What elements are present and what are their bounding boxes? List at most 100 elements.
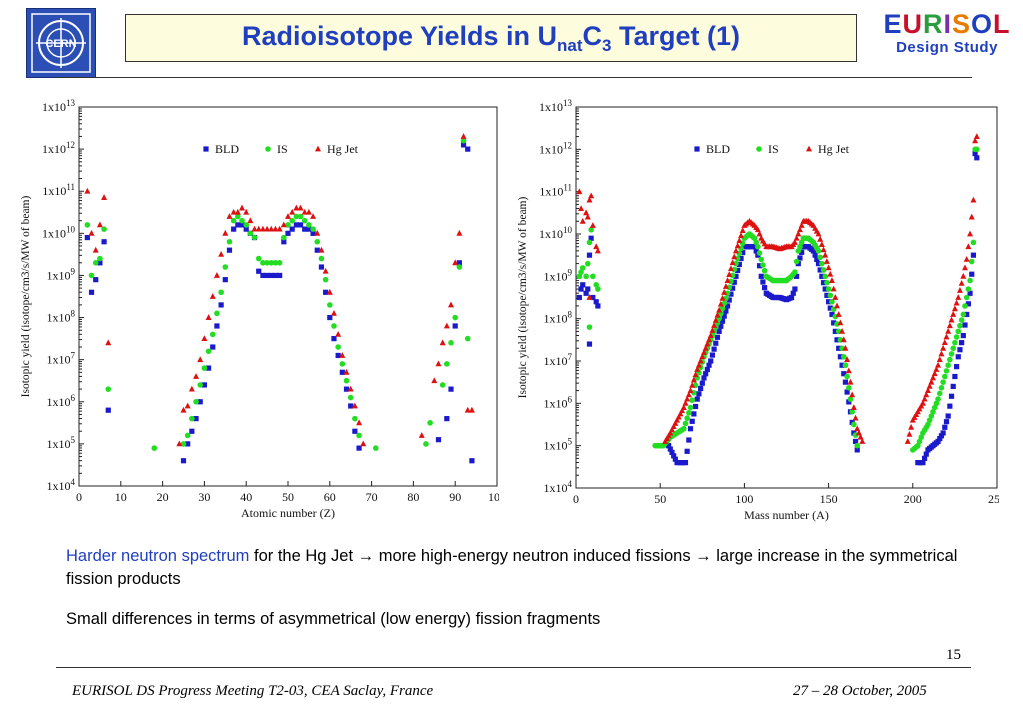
- data-point-bld: [277, 272, 283, 279]
- data-point-hgjet: [456, 229, 463, 236]
- data-point-bld: [711, 346, 717, 352]
- data-point-bld: [703, 371, 709, 377]
- data-point-hgjet: [717, 300, 724, 307]
- data-point-hgjet: [963, 256, 970, 262]
- data-point-bld: [235, 222, 241, 228]
- data-point-bld: [952, 373, 958, 380]
- data-point-bld: [822, 286, 828, 292]
- data-point-bld: [460, 142, 467, 148]
- data-point-hgjet: [289, 208, 296, 215]
- data-point-is: [854, 442, 861, 449]
- data-point-is: [88, 272, 95, 279]
- cern-logo: CERN: [25, 7, 97, 79]
- x-axis-label: Mass number (A): [744, 508, 829, 522]
- data-point-hgjet: [837, 319, 844, 326]
- data-point-hgjet: [697, 357, 704, 364]
- data-point-hgjet: [798, 222, 805, 228]
- data-point-hgjet: [731, 253, 738, 260]
- data-point-hgjet: [667, 429, 674, 436]
- data-point-bld: [953, 364, 960, 370]
- page-title: Radioisotope Yields in UnatC3 Target (1): [241, 20, 741, 55]
- data-point-hgjet: [822, 251, 829, 258]
- data-point-hgjet: [840, 336, 847, 343]
- data-point-is: [756, 250, 763, 256]
- data-point-bld: [585, 286, 591, 292]
- data-point-hgjet: [460, 133, 467, 139]
- data-point-is: [820, 267, 827, 273]
- data-point-bld: [731, 279, 737, 285]
- data-point-bld: [689, 418, 695, 424]
- data-point-is: [758, 256, 765, 263]
- data-point-is: [235, 213, 241, 220]
- data-point-hgjet: [315, 145, 321, 152]
- caption-highlight: Harder neutron spectrum: [66, 547, 250, 565]
- data-point-hgjet: [724, 277, 731, 283]
- data-point-bld: [84, 234, 90, 241]
- data-point-is: [306, 222, 312, 228]
- data-point-is: [444, 361, 450, 367]
- data-point-hgjet: [205, 314, 212, 320]
- data-point-is: [824, 279, 830, 286]
- data-point-is: [935, 396, 941, 402]
- data-point-bld: [836, 345, 842, 351]
- data-point-is: [684, 415, 690, 421]
- data-point-is: [97, 255, 103, 262]
- plot-frame: [78, 106, 498, 487]
- data-point-bld: [580, 282, 586, 288]
- data-point-is: [201, 365, 208, 371]
- data-point-bld: [448, 386, 454, 392]
- data-point-bld: [942, 424, 948, 430]
- data-point-hgjet: [700, 349, 707, 355]
- data-point-hgjet: [721, 289, 728, 295]
- top-divider: [58, 77, 972, 78]
- data-point-hgjet: [793, 234, 800, 241]
- data-point-hgjet: [314, 229, 321, 236]
- data-point-hgjet: [92, 246, 99, 253]
- data-point-is: [930, 409, 936, 415]
- data-point-is: [180, 441, 187, 447]
- data-point-bld: [272, 272, 279, 279]
- data-point-is: [753, 239, 759, 246]
- data-point-bld: [834, 337, 840, 343]
- data-point-is: [595, 286, 601, 292]
- data-point-hgjet: [584, 213, 591, 220]
- eurisol-letter: L: [993, 9, 1011, 39]
- data-point-hgjet: [675, 413, 682, 420]
- data-point-is: [193, 398, 199, 405]
- data-point-bld: [733, 273, 739, 279]
- x-tick-label: 150: [820, 492, 838, 506]
- data-point-is: [950, 345, 957, 352]
- data-point-bld: [943, 419, 950, 425]
- data-point-is: [936, 390, 943, 397]
- data-point-bld: [819, 273, 825, 279]
- data-point-is: [941, 373, 948, 380]
- data-point-bld: [756, 263, 763, 269]
- data-point-hgjet: [923, 391, 930, 398]
- data-point-bld: [306, 226, 312, 232]
- data-point-bld: [586, 341, 593, 347]
- data-point-hgjet: [834, 302, 841, 309]
- data-point-is: [925, 421, 931, 428]
- data-point-bld: [955, 354, 961, 360]
- data-point-is: [314, 238, 321, 245]
- data-point-hgjet: [908, 423, 915, 430]
- x-tick-label: 60: [324, 490, 336, 504]
- data-point-bld: [293, 222, 299, 228]
- data-point-bld: [444, 416, 450, 422]
- data-point-bld: [969, 271, 975, 277]
- data-point-bld: [297, 222, 304, 228]
- data-point-hgjet: [791, 239, 798, 245]
- data-point-is: [101, 226, 107, 232]
- data-point-hgjet: [754, 226, 761, 233]
- data-point-hgjet: [704, 340, 711, 347]
- data-point-is: [464, 335, 471, 342]
- data-point-is: [310, 226, 316, 232]
- data-point-hgjet: [818, 241, 825, 247]
- data-point-is: [579, 265, 586, 271]
- x-tick-label: 70: [366, 490, 378, 504]
- data-point-bld: [327, 314, 333, 321]
- data-point-is: [456, 264, 463, 270]
- data-point-hgjet: [690, 376, 697, 383]
- data-point-hgjet: [468, 406, 475, 413]
- data-point-bld: [698, 385, 704, 392]
